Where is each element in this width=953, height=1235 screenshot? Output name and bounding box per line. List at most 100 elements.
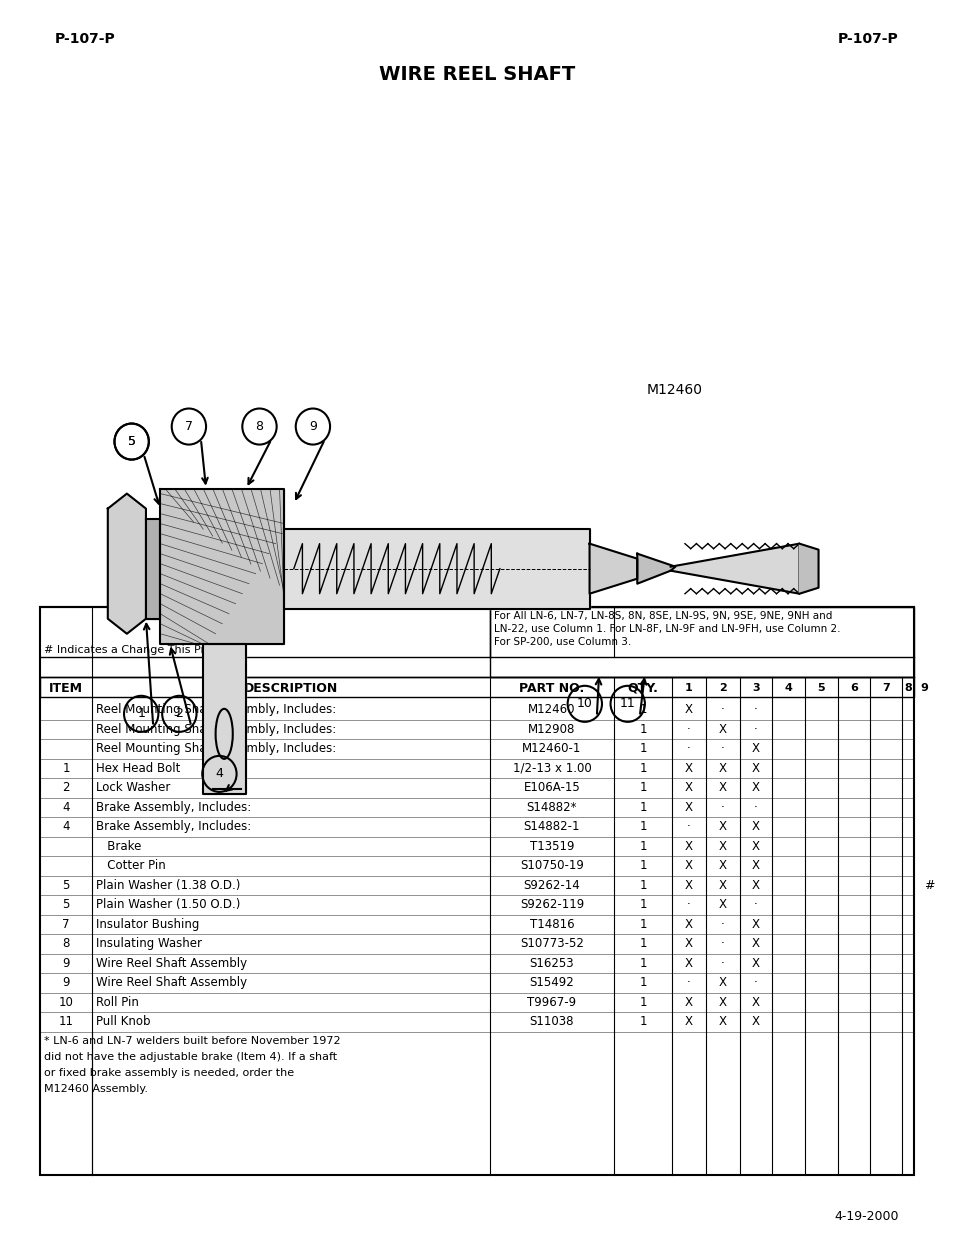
Text: X: X: [751, 957, 760, 969]
Text: 4: 4: [215, 767, 223, 781]
Text: 8: 8: [255, 420, 263, 433]
Text: 1: 1: [639, 879, 646, 892]
Text: QTY.: QTY.: [627, 682, 658, 694]
Text: X: X: [751, 918, 760, 931]
Text: X: X: [719, 762, 726, 774]
Text: ·: ·: [686, 820, 690, 834]
Polygon shape: [670, 543, 799, 594]
Text: Cotter Pin: Cotter Pin: [96, 860, 166, 872]
Text: * LN-6 and LN-7 welders built before November 1972: * LN-6 and LN-7 welders built before Nov…: [44, 1035, 340, 1046]
Text: 1: 1: [137, 708, 145, 720]
Polygon shape: [589, 543, 637, 594]
Text: X: X: [684, 840, 692, 852]
Text: X: X: [719, 898, 726, 911]
Text: ·: ·: [686, 722, 690, 736]
Text: X: X: [684, 800, 692, 814]
Text: X: X: [684, 703, 692, 716]
Text: 3: 3: [751, 683, 759, 693]
Text: DESCRIPTION: DESCRIPTION: [244, 682, 337, 694]
Text: 11: 11: [58, 1015, 73, 1029]
Text: 1: 1: [639, 995, 646, 1009]
Text: Pull Knob: Pull Knob: [96, 1015, 151, 1029]
Text: X: X: [684, 937, 692, 950]
Text: 7: 7: [62, 918, 70, 931]
Text: Reel Mounting Shaft Assembly, Includes:: Reel Mounting Shaft Assembly, Includes:: [96, 722, 335, 736]
Text: X: X: [719, 722, 726, 736]
Text: S16253: S16253: [529, 957, 574, 969]
Text: 1: 1: [639, 762, 646, 774]
Text: # Indicates a Change This Printing: # Indicates a Change This Printing: [44, 645, 237, 655]
Text: 1: 1: [639, 957, 646, 969]
Text: 4-19-2000: 4-19-2000: [834, 1210, 898, 1223]
Text: ·: ·: [753, 800, 757, 814]
Text: S11038: S11038: [529, 1015, 574, 1029]
Text: Reel Mounting Shaft Assembly, Includes:: Reel Mounting Shaft Assembly, Includes:: [96, 703, 335, 716]
Text: 9: 9: [919, 683, 927, 693]
Bar: [490, 606, 913, 677]
Text: 1/2-13 x 1.00: 1/2-13 x 1.00: [512, 762, 591, 774]
Text: 4: 4: [62, 820, 70, 834]
Text: X: X: [751, 762, 760, 774]
Text: Brake: Brake: [96, 840, 141, 852]
Text: S14882-1: S14882-1: [523, 820, 579, 834]
Polygon shape: [799, 543, 818, 594]
Text: 5: 5: [128, 435, 135, 448]
Text: did not have the adjustable brake (Item 4). If a shaft: did not have the adjustable brake (Item …: [44, 1051, 336, 1062]
Text: 1: 1: [639, 800, 646, 814]
Text: M12460: M12460: [646, 384, 702, 398]
Text: 6: 6: [849, 683, 857, 693]
Text: M12908: M12908: [528, 722, 575, 736]
Text: 5: 5: [62, 879, 70, 892]
Text: P-107-P: P-107-P: [55, 32, 115, 46]
Text: ·: ·: [753, 976, 757, 989]
Text: Wire Reel Shaft Assembly: Wire Reel Shaft Assembly: [96, 976, 247, 989]
Text: Insulating Washer: Insulating Washer: [96, 937, 202, 950]
Text: E106A-15: E106A-15: [523, 782, 579, 794]
Text: X: X: [751, 1015, 760, 1029]
Text: S9262-119: S9262-119: [519, 898, 583, 911]
Text: ·: ·: [720, 937, 724, 950]
Text: 1: 1: [639, 820, 646, 834]
Text: 7: 7: [185, 420, 193, 433]
Text: 2: 2: [175, 708, 183, 720]
Text: 5: 5: [817, 683, 824, 693]
Text: 1: 1: [639, 742, 646, 756]
Text: Lock Washer: Lock Washer: [96, 782, 171, 794]
Text: 5: 5: [128, 435, 135, 448]
Text: X: X: [719, 840, 726, 852]
Text: X: X: [684, 957, 692, 969]
Text: 9: 9: [309, 420, 316, 433]
Polygon shape: [160, 489, 284, 643]
Text: 1: 1: [639, 703, 646, 716]
Text: ·: ·: [720, 957, 724, 969]
Text: 1: 1: [639, 782, 646, 794]
Text: 1: 1: [639, 976, 646, 989]
Text: 2: 2: [719, 683, 726, 693]
Text: 1: 1: [639, 918, 646, 931]
Text: 1: 1: [62, 762, 70, 774]
Text: X: X: [684, 995, 692, 1009]
Text: X: X: [719, 995, 726, 1009]
Text: Brake Assembly, Includes:: Brake Assembly, Includes:: [96, 820, 251, 834]
Text: X: X: [751, 937, 760, 950]
Text: ·: ·: [686, 976, 690, 989]
Text: T14816: T14816: [529, 918, 574, 931]
Polygon shape: [637, 553, 675, 584]
Text: 1: 1: [639, 722, 646, 736]
Text: 8: 8: [62, 937, 70, 950]
Text: X: X: [719, 879, 726, 892]
Text: T9967-9: T9967-9: [527, 995, 576, 1009]
Text: 2: 2: [62, 782, 70, 794]
Text: ·: ·: [686, 898, 690, 911]
Text: ·: ·: [753, 703, 757, 716]
Text: M12460: M12460: [528, 703, 576, 716]
Text: X: X: [684, 879, 692, 892]
Text: S10750-19: S10750-19: [519, 860, 583, 872]
Text: P-107-P: P-107-P: [838, 32, 898, 46]
Text: 1: 1: [639, 898, 646, 911]
Text: ·: ·: [753, 898, 757, 911]
Text: 1: 1: [639, 1015, 646, 1029]
Text: X: X: [719, 860, 726, 872]
Text: ·: ·: [686, 742, 690, 756]
Text: 1: 1: [639, 840, 646, 852]
